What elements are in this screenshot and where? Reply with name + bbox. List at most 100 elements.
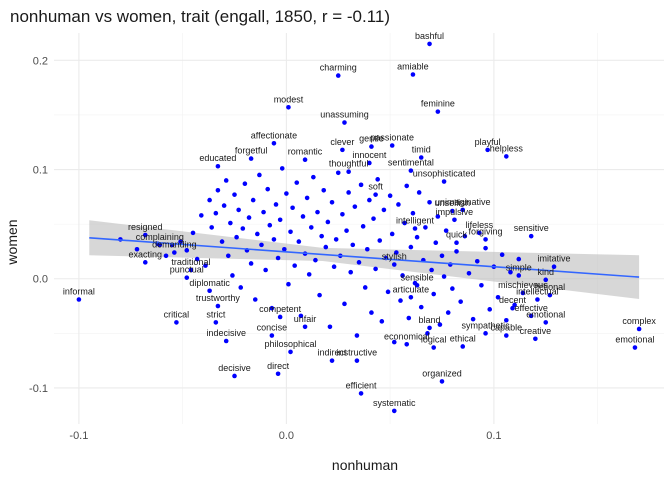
data-point: [441, 274, 447, 279]
x-tick-label: -0.1: [69, 430, 88, 442]
data-point: [474, 258, 480, 264]
x-tick-label: 0.0: [279, 430, 294, 442]
point-label: indecisive: [206, 328, 246, 338]
point-label: effective: [515, 303, 548, 313]
point-label: resigned: [128, 222, 163, 232]
data-point: [234, 234, 239, 240]
point-label: fictional: [535, 282, 566, 292]
data-point: [427, 325, 432, 331]
data-point: [269, 333, 275, 338]
point-label: concise: [257, 323, 288, 333]
data-point: [317, 292, 322, 298]
point-label: ethical: [450, 333, 476, 343]
points-layer: [76, 41, 642, 414]
point-label: unselfish: [435, 198, 471, 208]
point-label: playful: [475, 137, 501, 147]
data-point: [504, 154, 509, 159]
data-point: [348, 269, 354, 275]
data-point: [275, 255, 281, 261]
data-point: [259, 242, 264, 248]
data-point: [387, 193, 393, 199]
data-point: [209, 225, 214, 230]
data-point: [288, 349, 293, 355]
data-point: [483, 245, 488, 251]
data-point: [367, 160, 372, 166]
data-point: [431, 345, 436, 350]
data-point: [300, 214, 306, 219]
data-point: [219, 239, 225, 244]
point-label: amiable: [397, 62, 429, 72]
data-point: [207, 288, 212, 294]
confidence-band-layer: [89, 220, 640, 299]
data-point: [435, 214, 441, 219]
point-label: sympathetic: [462, 320, 511, 330]
data-point: [535, 297, 540, 302]
point-label: stylish: [382, 252, 407, 262]
data-point: [408, 168, 414, 173]
data-point: [290, 205, 295, 211]
point-label: complex: [622, 316, 656, 326]
y-tick-label: 0.1: [33, 165, 48, 177]
data-point: [273, 202, 279, 207]
data-point: [431, 291, 436, 297]
data-point: [255, 231, 260, 237]
data-point: [435, 109, 441, 114]
data-point: [329, 199, 335, 205]
point-label: critical: [164, 309, 190, 319]
data-point: [267, 222, 273, 228]
point-label: efficient: [346, 380, 377, 390]
point-label: forgiving: [469, 226, 503, 236]
data-point: [263, 267, 268, 273]
data-point: [342, 120, 347, 125]
data-point: [408, 244, 414, 250]
data-point: [178, 239, 183, 244]
data-point: [354, 358, 360, 363]
point-label: soft: [368, 182, 383, 192]
data-point: [445, 310, 451, 315]
data-point: [362, 285, 368, 290]
point-label: quick: [446, 230, 468, 240]
data-point: [543, 320, 549, 325]
data-point: [350, 242, 356, 248]
point-label: emotional: [615, 335, 654, 345]
data-point: [547, 292, 553, 298]
chart-title: nonhuman vs women, trait (engall, 1850, …: [10, 7, 390, 26]
data-point: [452, 217, 457, 223]
data-point: [157, 242, 163, 248]
point-label: thoughtful: [329, 159, 369, 169]
point-label: clever: [330, 137, 354, 147]
data-point: [271, 237, 277, 242]
point-label: educated: [199, 153, 236, 163]
data-point: [275, 371, 281, 377]
data-point: [172, 250, 177, 255]
point-label: creative: [520, 326, 552, 336]
data-point: [460, 207, 466, 213]
data-point: [225, 253, 231, 259]
data-point: [207, 197, 212, 203]
data-point: [508, 269, 513, 275]
data-point: [394, 250, 399, 255]
point-label: forgetful: [235, 146, 268, 156]
point-label: informal: [63, 286, 95, 296]
data-point: [423, 225, 428, 230]
data-point: [329, 358, 335, 363]
data-point: [250, 197, 256, 203]
data-point: [414, 234, 420, 240]
point-label: innocent: [352, 150, 387, 160]
data-point: [416, 190, 422, 195]
point-label: unsophisticated: [413, 169, 476, 179]
data-point: [427, 199, 432, 205]
data-point: [304, 195, 310, 201]
data-point: [358, 182, 364, 188]
data-point: [404, 183, 410, 189]
data-point: [194, 256, 200, 262]
data-point: [199, 213, 204, 218]
point-label: affectionate: [251, 130, 297, 140]
data-point: [354, 333, 360, 338]
point-label: philosophical: [265, 339, 317, 349]
data-point: [418, 155, 424, 160]
point-label: sentimental: [388, 158, 434, 168]
data-point: [373, 192, 378, 197]
data-point: [190, 230, 196, 236]
